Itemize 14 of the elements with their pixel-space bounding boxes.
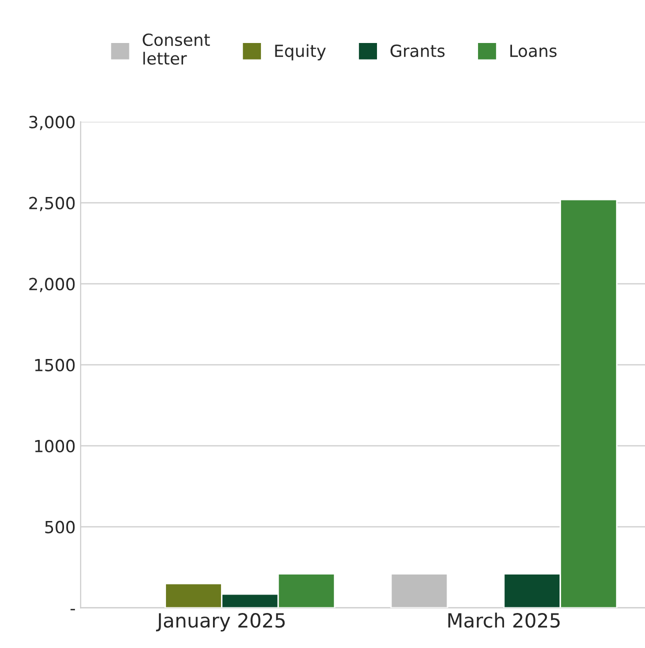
x-tick-label: January 2025 [156, 613, 285, 632]
x-tick-label: March 2025 [448, 612, 560, 628]
bar [390, 573, 448, 608]
legend-label: Grants [390, 44, 445, 58]
y-tick-label: 1000 [35, 440, 75, 452]
legend-label: Consent letter [142, 33, 210, 65]
y-tick-label: 3,000 [29, 116, 75, 130]
y-tick-label: 500 [45, 520, 75, 534]
y-tick-label: 2,000 [29, 278, 75, 292]
y-tick-label: 1500 [35, 358, 75, 372]
legend-label: Equity [275, 44, 326, 60]
y-tick-label: - [70, 608, 75, 610]
legend-label: Loans [510, 44, 557, 58]
y-tick-label: 2,500 [29, 196, 75, 212]
